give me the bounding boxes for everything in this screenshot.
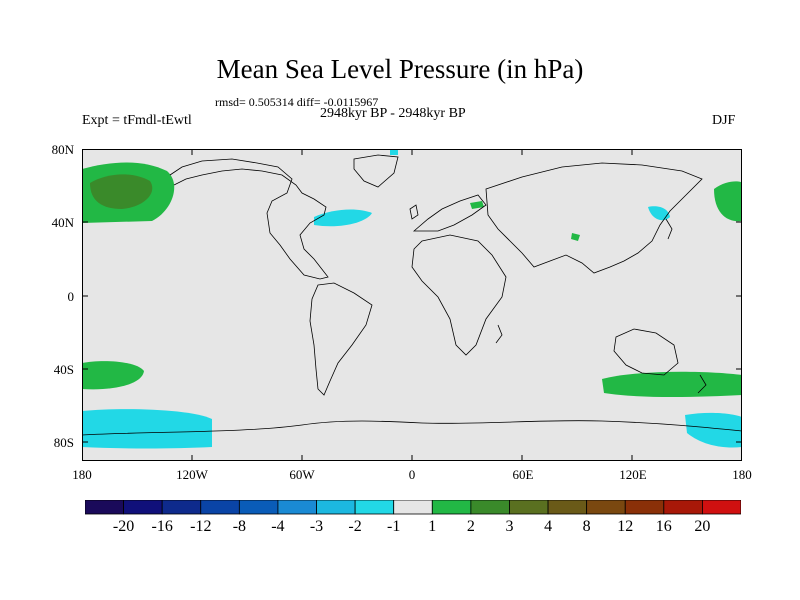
anomaly-negative-north-atlantic [314,209,372,227]
lat-tick-label: 40S [53,362,74,377]
colorbar-swatch [470,500,510,515]
colorbar-swatch [316,500,356,515]
colorbar [85,500,741,515]
coast-south-america [309,282,373,396]
colorbar-swatch [85,500,124,515]
coast-japan [665,218,673,240]
experiment-label: Expt = tFmdl-tEwtl [82,113,192,128]
colorbar-swatch [200,500,240,515]
colorbar-label: -4 [271,518,285,535]
colorbar-label: 20 [694,518,711,535]
coast-europe [412,194,487,232]
coast-uk [409,204,419,220]
colorbar-swatch [586,500,626,515]
colorbar-swatch [277,500,317,515]
colorbar-swatch [624,500,665,515]
colorbar-label: -16 [151,518,173,535]
colorbar-swatch [123,500,163,515]
colorbar-swatch [393,500,433,515]
lon-tick-label: 60W [289,467,315,482]
period-label: 2948kyr BP - 2948kyr BP [320,106,466,121]
lon-tick-label: 60E [512,467,534,482]
colorbar-label: 1 [428,518,437,535]
coast-eurasia [485,162,703,274]
season-label: DJF [712,113,736,128]
anomaly-negative-south-pacific [82,409,212,449]
colorbar-label: 3 [505,518,514,535]
anomaly-positive-asia-small [571,233,580,241]
coast-north-america [169,158,329,280]
colorbar-label: -1 [387,518,401,535]
anomaly-strong-npacific [90,174,153,209]
colorbar-swatch [663,500,703,515]
anomaly-negative-asia-small [648,206,670,221]
colorbar-label: -12 [190,518,212,535]
lon-tick-label: 180 [72,467,92,482]
coast-new-zealand [697,374,707,394]
colorbar-swatch [238,500,279,515]
colorbar-label: 12 [617,518,634,535]
chart-title: Mean Sea Level Pressure (in hPa) [216,54,584,84]
anomaly-positive-spacific-west [82,361,144,390]
anomaly-positive-eurasia-small [470,201,484,209]
coast-antarctica [82,420,742,436]
colorbar-swatch [509,500,549,515]
lon-tick-label: 120E [619,467,647,482]
lat-tick-label: 0 [67,289,75,304]
coastlines [82,154,742,436]
axis-ticks [82,149,742,461]
colorbar-label: 4 [544,518,553,535]
lon-tick-label: 180 [732,467,752,482]
coast-madagascar [495,324,503,344]
lon-tick-label: 0 [408,467,416,482]
colorbar-swatch [431,500,472,515]
coast-africa [411,234,507,356]
map-background [82,149,742,461]
anomaly-positive-southern-ocean [602,371,742,397]
colorbar-label: -3 [309,518,324,535]
coast-greenland [353,154,399,188]
anomaly-negative-arctic-small [390,149,398,155]
colorbar-swatch [702,500,741,515]
anomaly-negative-south-pacific-east [685,412,742,448]
anomaly-contours [82,149,742,449]
colorbar-label: 8 [582,518,591,535]
lat-tick-label: 80S [53,435,74,450]
colorbar-swatch [161,500,202,515]
colorbar-label: 16 [655,518,672,535]
colorbar-label: -20 [112,518,135,535]
lat-tick-label: 80N [51,142,74,157]
coast-australia [613,328,679,376]
lon-tick-label: 120W [176,467,208,482]
colorbar-label: -2 [348,518,362,535]
colorbar-label: -8 [232,518,247,535]
pressure-map [82,149,742,461]
anomaly-positive-nwpacific [714,181,742,222]
colorbar-swatch [547,500,588,515]
colorbar-swatch [354,500,395,515]
lat-tick-label: 40N [51,215,74,230]
colorbar-label: 2 [466,518,475,535]
rmsd-stats: rmsd= 0.505314 diff= -0.0115967 [215,95,379,109]
